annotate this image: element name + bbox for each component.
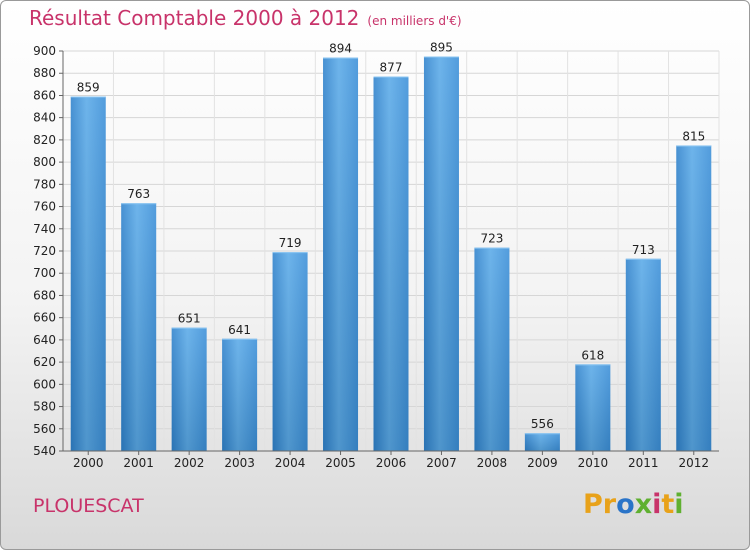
- bar-shade: [423, 56, 459, 452]
- x-tick-label: 2008: [477, 456, 508, 470]
- bar-shade: [70, 96, 106, 452]
- bar-shade: [171, 327, 207, 451]
- x-tick-label: 2007: [426, 456, 457, 470]
- y-tick-label: 780: [33, 177, 56, 191]
- x-tick-label: 2006: [376, 456, 407, 470]
- bars: 859 763 651 641 719 894 877 895 723 556 618 713 815: [70, 41, 712, 452]
- bar-shade: [373, 76, 409, 452]
- y-tick-label: 880: [33, 66, 56, 80]
- y-tick-label: 760: [33, 200, 56, 214]
- bar-value-label: 877: [380, 61, 403, 75]
- bar-value-label: 719: [279, 236, 302, 250]
- y-tick-label: 900: [33, 44, 56, 58]
- bar-value-label: 815: [682, 129, 705, 143]
- y-tick-label: 800: [33, 155, 56, 169]
- logo-letter: i: [652, 489, 662, 520]
- y-tick-label: 680: [33, 288, 56, 302]
- y-tick-label: 620: [33, 355, 56, 369]
- bar-shade: [625, 258, 661, 451]
- x-tick-label: 2000: [73, 456, 104, 470]
- y-tick-label: 820: [33, 133, 56, 147]
- x-tick-label: 2010: [578, 456, 609, 470]
- bar-value-label: 894: [329, 42, 352, 56]
- bar-shade: [575, 364, 611, 451]
- bar-shade: [524, 433, 560, 451]
- logo-letter: x: [634, 489, 653, 520]
- bar-value-label: 713: [632, 243, 655, 257]
- y-tick-label: 740: [33, 222, 56, 236]
- bar-value-label: 723: [480, 232, 503, 246]
- bar-value-label: 763: [127, 187, 150, 201]
- y-tick-label: 860: [33, 88, 56, 102]
- chart-title: Résultat Comptable 2000 à 2012 (en millie…: [29, 6, 462, 30]
- x-tick-label: 2004: [275, 456, 306, 470]
- logo-letter: P: [583, 489, 603, 520]
- x-tick-label: 2011: [628, 456, 659, 470]
- place-name: PLOUESCAT: [33, 495, 144, 517]
- proxiti-logo[interactable]: Proxiti: [583, 489, 684, 520]
- y-tick-label: 700: [33, 266, 56, 280]
- y-tick-label: 840: [33, 111, 56, 125]
- x-tick-label: 2002: [174, 456, 205, 470]
- logo-letter: i: [674, 489, 684, 520]
- x-tick-label: 2003: [224, 456, 255, 470]
- chart-title-text: Résultat Comptable 2000 à 2012: [29, 6, 360, 30]
- y-tick-label: 720: [33, 244, 56, 258]
- x-tick-label: 2001: [123, 456, 154, 470]
- bar-value-label: 618: [581, 348, 604, 362]
- bar-shade: [676, 145, 712, 451]
- logo-letter: o: [616, 489, 635, 520]
- bar-value-label: 895: [430, 41, 453, 55]
- bar-value-label: 641: [228, 323, 251, 337]
- bar-value-label: 859: [77, 81, 100, 95]
- chart-subtitle: (en milliers d'€): [367, 14, 462, 28]
- logo-letter: r: [602, 489, 617, 520]
- y-tick-label: 600: [33, 377, 56, 391]
- bar-shade: [222, 338, 258, 451]
- bar-shade: [323, 57, 359, 452]
- logo-letter: t: [661, 489, 675, 520]
- y-tick-label: 580: [33, 400, 56, 414]
- bar-shade: [272, 252, 308, 451]
- bar-value-label: 651: [178, 312, 201, 326]
- bar-shade: [121, 203, 157, 451]
- y-tick-label: 560: [33, 422, 56, 436]
- x-tick-label: 2005: [325, 456, 356, 470]
- y-tick-label: 540: [33, 444, 56, 458]
- bar-shade: [474, 247, 510, 451]
- y-tick-label: 660: [33, 311, 56, 325]
- axes: 540 560 580 600 620 640 660 680 700 720 740 760 780 8…: [33, 44, 719, 470]
- x-tick-label: 2012: [678, 456, 709, 470]
- x-tick-label: 2009: [527, 456, 558, 470]
- bar-value-label: 556: [531, 417, 554, 431]
- y-tick-label: 640: [33, 333, 56, 347]
